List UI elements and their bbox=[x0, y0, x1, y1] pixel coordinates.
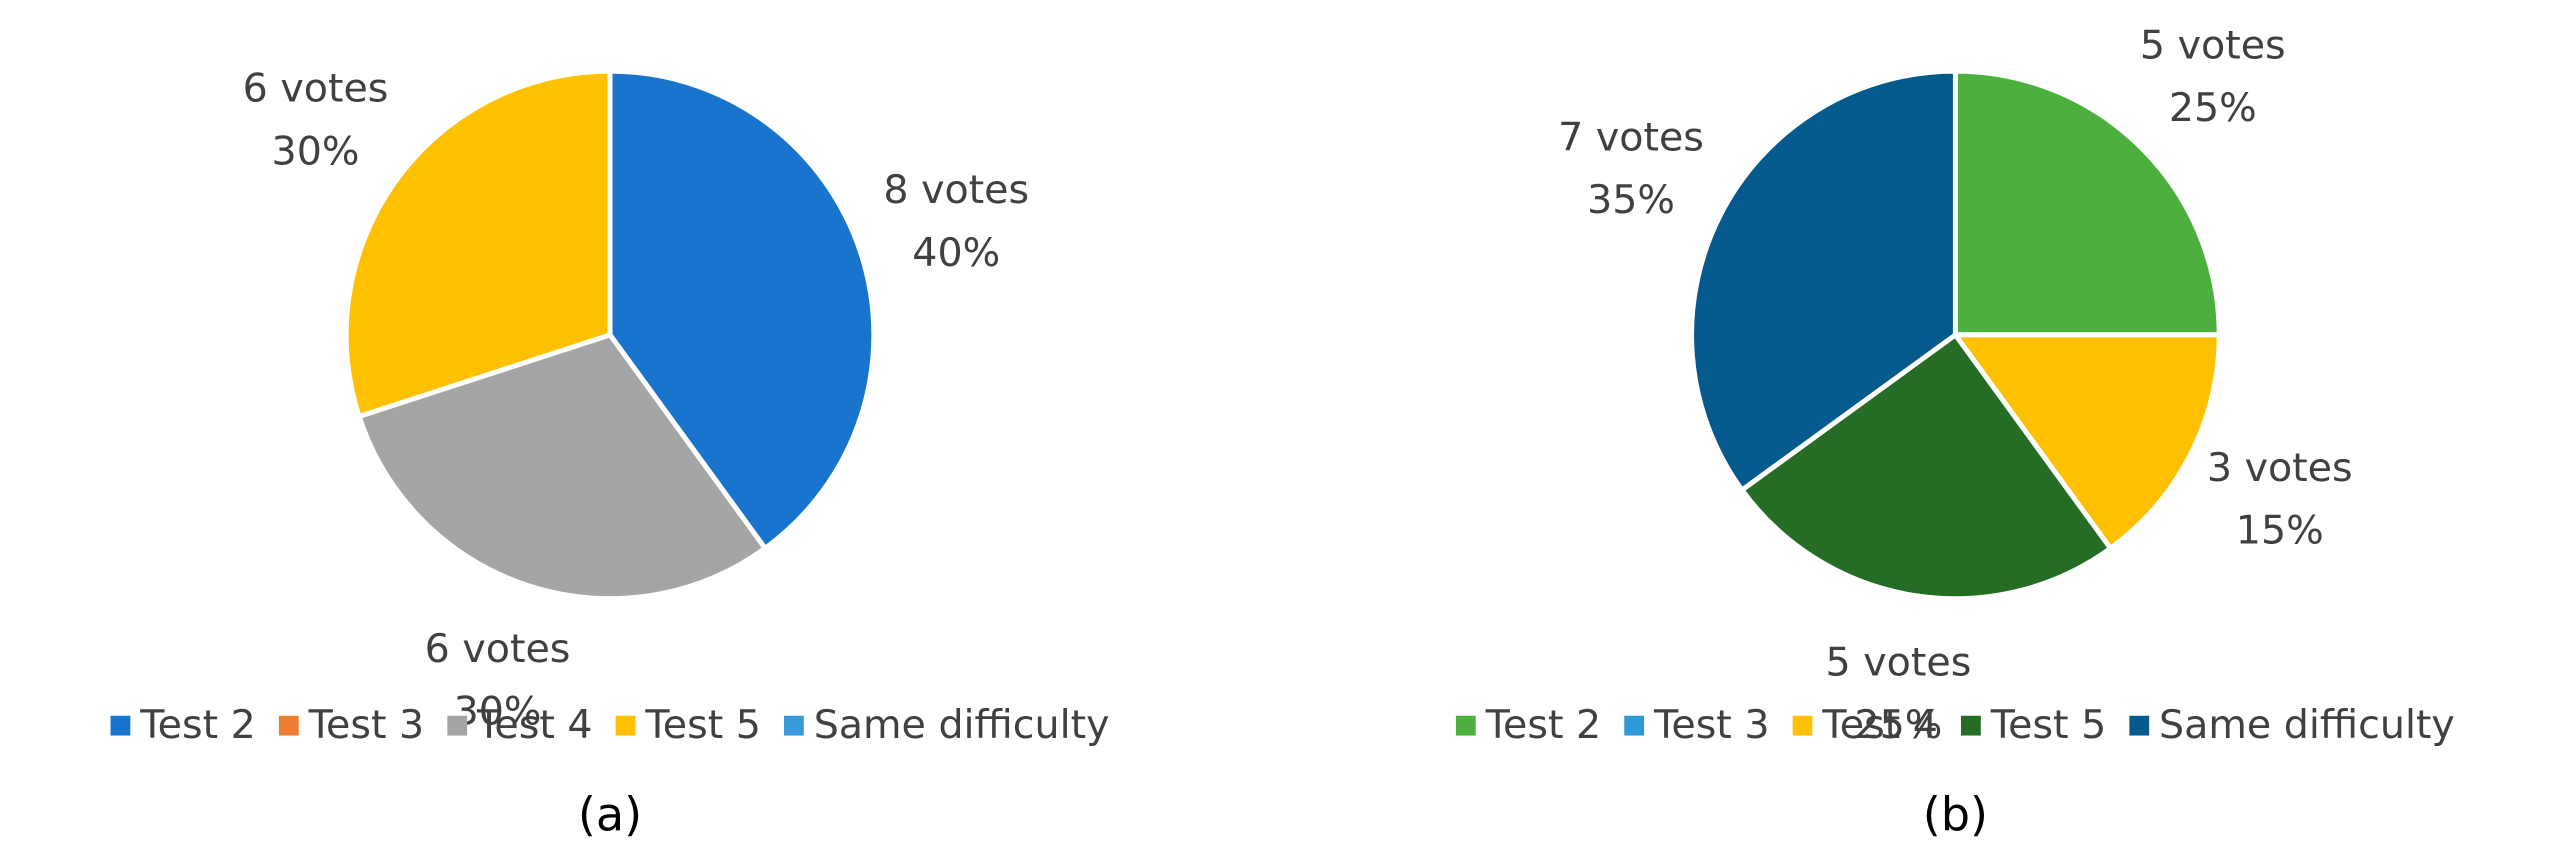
legend-label: Same difficulty bbox=[814, 702, 1110, 748]
legend-swatch bbox=[1455, 715, 1476, 736]
legend-swatch bbox=[2129, 715, 2150, 736]
legend-swatch bbox=[784, 715, 804, 736]
legend-swatch bbox=[1792, 715, 1813, 736]
pie-slice bbox=[1950, 332, 2222, 552]
legend-swatch bbox=[1961, 715, 1981, 736]
legend-label: Test 3 bbox=[308, 702, 425, 748]
data-label: 25% bbox=[1854, 702, 1942, 748]
legend-swatch bbox=[615, 715, 636, 736]
data-label: 6 votes bbox=[243, 66, 389, 112]
data-label: 25% bbox=[2169, 85, 2257, 131]
caption: (b) bbox=[1923, 787, 1988, 841]
data-label: 15% bbox=[2236, 508, 2324, 554]
data-label: 8 votes bbox=[883, 167, 1029, 213]
legend-swatch bbox=[278, 715, 299, 736]
data-label: 40% bbox=[912, 230, 1000, 276]
legend-label: Test 2 bbox=[1485, 702, 1602, 748]
legend-swatch bbox=[1624, 715, 1645, 736]
legend-label: Test 2 bbox=[139, 702, 256, 748]
legend-label: Test 4 bbox=[1821, 702, 1938, 748]
legend-label: Same difficulty bbox=[2159, 702, 2455, 748]
data-label: 7 votes bbox=[1558, 114, 1704, 160]
data-label: 5 votes bbox=[1826, 639, 1972, 685]
legend-swatch bbox=[110, 715, 131, 736]
legend-label: Test 5 bbox=[644, 702, 761, 748]
data-label: 5 votes bbox=[2140, 22, 2286, 68]
pie-slice bbox=[343, 68, 613, 420]
data-label: 6 votes bbox=[425, 626, 571, 672]
caption: (a) bbox=[578, 787, 642, 841]
legend-swatch bbox=[447, 715, 468, 736]
pie-slice bbox=[1738, 331, 2114, 602]
pie-slice bbox=[1952, 68, 2222, 338]
data-label: 30% bbox=[454, 689, 542, 735]
data-label: 3 votes bbox=[2207, 445, 2353, 491]
legend-label: Test 4 bbox=[476, 702, 593, 748]
legend-label: Test 3 bbox=[1653, 702, 1770, 748]
legend-label: Test 5 bbox=[1990, 702, 2107, 748]
pie-slice bbox=[607, 68, 877, 552]
pie-slice bbox=[356, 331, 769, 602]
pie-slice bbox=[1689, 68, 1958, 494]
data-label: 30% bbox=[272, 128, 360, 174]
data-label: 35% bbox=[1587, 177, 1675, 223]
